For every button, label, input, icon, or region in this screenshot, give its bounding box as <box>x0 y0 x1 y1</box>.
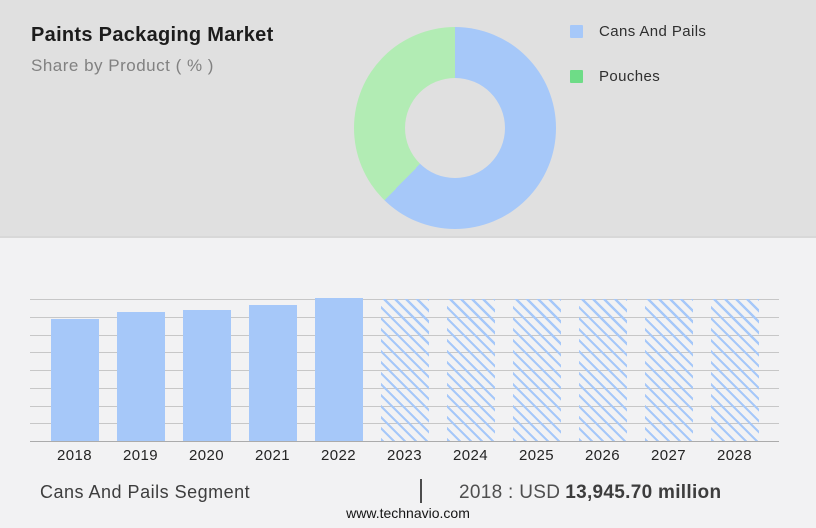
legend-swatch-pouches-icon <box>570 69 583 83</box>
legend-item-pouches: Pouches <box>570 65 706 87</box>
title-block: Paints Packaging Market Share by Product… <box>31 24 274 76</box>
legend-item-cans-and-pails: Cans And Pails <box>570 20 706 42</box>
bar-2020 <box>182 310 231 441</box>
bar-2021 <box>248 304 297 441</box>
page-title: Paints Packaging Market <box>31 24 274 46</box>
bar-chart-band: 2018 2019 2020 2021 2022 2023 2024 2025 2026 2027… <box>0 238 816 528</box>
bar-2027-forecast <box>644 299 693 441</box>
bar-2022 <box>314 297 363 441</box>
page-subtitle: Share by Product ( % ) <box>31 56 214 75</box>
bar-2018 <box>50 318 99 441</box>
legend-label-pouches: Pouches <box>599 67 661 85</box>
bar-2024-forecast <box>446 299 495 441</box>
segment-label: Cans And Pails Segment <box>40 482 251 502</box>
x-tick-label-2021: 2021 <box>255 447 290 464</box>
annotation-2018-value: 2018 : USD 13,945.70 million <box>459 482 721 504</box>
bar-2028-forecast <box>710 299 759 441</box>
x-tick-label-2027: 2027 <box>651 447 686 464</box>
bar-2019 <box>116 311 165 441</box>
annotation-2018-prefix: 2018 : USD <box>459 482 561 503</box>
bar-2026-forecast <box>578 299 627 441</box>
annotation-2018-amount: 13,945.70 million <box>565 482 722 503</box>
website-url: www.technavio.com <box>346 505 470 521</box>
x-tick-label-2022: 2022 <box>321 447 356 464</box>
x-tick-label-2018: 2018 <box>57 447 92 464</box>
x-tick-label-2023: 2023 <box>387 447 422 464</box>
header-band: Paints Packaging Market Share by Product… <box>0 0 816 238</box>
x-axis-labels: 2018 2019 2020 2021 2022 2023 2024 2025 2026 2027… <box>30 447 779 467</box>
legend-swatch-cans-and-pails-icon <box>570 24 583 38</box>
x-tick-label-2024: 2024 <box>453 447 488 464</box>
bar-2023-forecast <box>380 299 429 441</box>
plot-area <box>30 296 779 442</box>
donut-hole <box>405 78 505 178</box>
x-tick-label-2025: 2025 <box>519 447 554 464</box>
legend-label-cans-and-pails: Cans And Pails <box>599 22 707 40</box>
footer-separator <box>420 479 422 503</box>
x-tick-label-2028: 2028 <box>717 447 752 464</box>
legend: Cans And Pails Pouches <box>570 20 706 87</box>
x-axis-line <box>30 441 779 442</box>
x-tick-label-2020: 2020 <box>189 447 224 464</box>
donut-chart <box>354 27 556 229</box>
x-tick-label-2019: 2019 <box>123 447 158 464</box>
x-tick-label-2026: 2026 <box>585 447 620 464</box>
bar-2025-forecast <box>512 299 561 441</box>
